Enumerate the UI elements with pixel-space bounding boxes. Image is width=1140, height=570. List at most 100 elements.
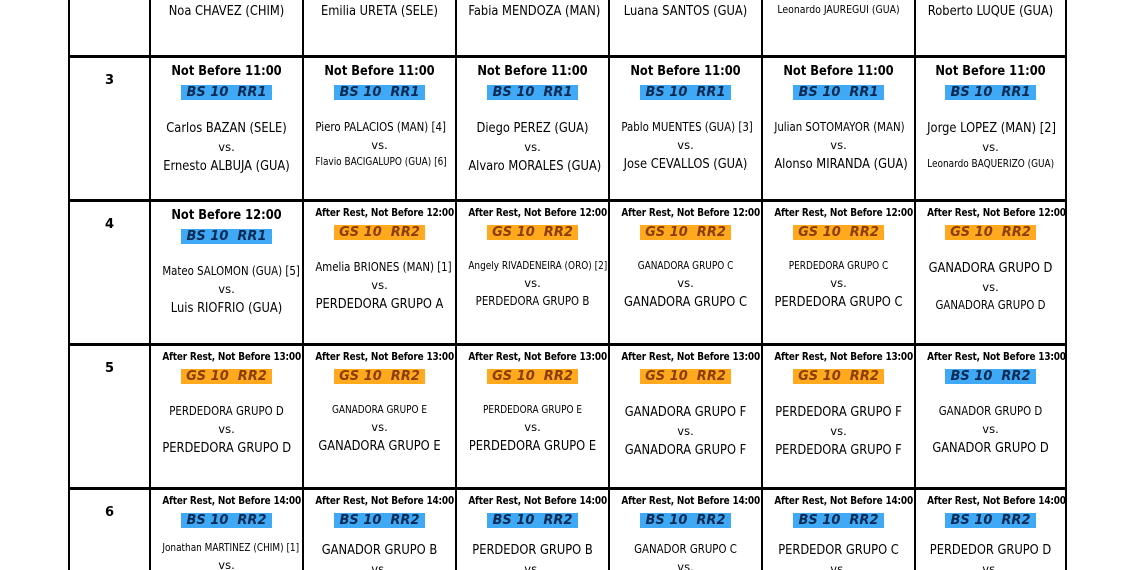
header-player-name: Emilia URETA (SELE) <box>320 3 439 19</box>
vs-label: vs. <box>371 138 388 152</box>
event-code-badge: BS 10 RR2 <box>640 513 731 528</box>
match-cell: Not Before 11:00 BS 10 RR1 Jorge LOPEZ (MA… <box>914 58 1067 202</box>
match-cell: After Rest, Not Before 13:00 GS 10 RR2 GAN… <box>302 346 455 490</box>
match-cell: After Rest, Not Before 14:00 BS 10 RR2 GAN… <box>608 490 761 570</box>
match-time: After Rest, Not Before 13:00 <box>315 351 455 363</box>
event-code-badge: GS 10 RR2 <box>181 369 272 384</box>
player2-name: Leonardo BAQUERIZO (GUA) <box>927 158 1055 170</box>
player2-name: Ernesto ALBUJA (GUA) <box>163 158 290 174</box>
schedule-row: 3 Not Before 11:00 BS 10 RR1 Carlos BAZAN (… <box>68 58 1067 202</box>
event-code-row: BS 10 RR2 <box>304 509 455 528</box>
vs-label: vs. <box>982 422 999 436</box>
player1-name: Angely RIVADENEIRA (ORO) [2] <box>468 260 608 272</box>
vs-label: vs. <box>677 424 694 438</box>
event-code-badge: GS 10 RR2 <box>640 369 731 384</box>
event-code-row: BS 10 RR2 <box>457 509 608 528</box>
player2-name: Luis RIOFRIO (GUA) <box>170 300 283 316</box>
event-code-row: BS 10 RR1 <box>610 81 761 100</box>
schedule-row: 6 After Rest, Not Before 14:00 BS 10 RR2 Jo… <box>68 490 1067 570</box>
match-time: After Rest, Not Before 14:00 <box>315 495 455 507</box>
vs-label: vs. <box>677 138 694 152</box>
event-code-badge: BS 10 RR2 <box>181 513 272 528</box>
match-time: Not Before 11:00 <box>783 63 894 79</box>
match-cell-content: After Rest, Not Before 14:00 BS 10 RR2 Jon… <box>151 490 302 570</box>
match-cell-content: After Rest, Not Before 13:00 GS 10 RR2 GAN… <box>304 346 455 454</box>
player1-name: PERDEDORA GRUPO D <box>169 404 284 418</box>
match-cell-content: After Rest, Not Before 12:00 GS 10 RR2 Ame… <box>304 202 455 312</box>
vs-label: vs. <box>218 422 235 436</box>
match-cell: Not Before 11:00 BS 10 RR1 Julian SOTOMAYO… <box>761 58 914 202</box>
player1-name: PERDEDORA GRUPO F <box>775 404 902 420</box>
match-cell: After Rest, Not Before 13:00 GS 10 RR2 PER… <box>149 346 302 490</box>
match-cell-content: Not Before 11:00 BS 10 RR1 Pablo MUENTES (… <box>610 58 761 172</box>
match-time: Not Before 11:00 <box>477 63 588 79</box>
event-code-badge: BS 10 RR2 <box>487 513 578 528</box>
match-cell-content: After Rest, Not Before 13:00 BS 10 RR2 GAN… <box>916 346 1065 456</box>
player2-name: PERDEDORA GRUPO F <box>775 442 902 458</box>
match-cell-content: After Rest, Not Before 12:00 GS 10 RR2 GAN… <box>916 202 1065 312</box>
player2-name: PERDEDORA GRUPO D <box>162 440 292 456</box>
order-of-play-table: Noa CHAVEZ (CHIM) Emilia URETA (SELE) Fabi… <box>68 0 1067 570</box>
match-time: Not Before 12:00 <box>171 207 282 223</box>
event-code-row: GS 10 RR2 <box>304 365 455 384</box>
event-code-row: BS 10 RR1 <box>457 81 608 100</box>
header-player-name: Leonardo JAUREGUI (GUA) <box>777 3 900 16</box>
match-time: After Rest, Not Before 13:00 <box>162 351 302 363</box>
player1-name: GANADORA GRUPO E <box>331 404 428 416</box>
player2-name: Alonso MIRANDA (GUA) <box>774 156 908 172</box>
match-cell: After Rest, Not Before 14:00 BS 10 RR2 PER… <box>455 490 608 570</box>
round-number-cell: 6 <box>68 490 149 570</box>
match-cell-content: Not Before 11:00 BS 10 RR1 Julian SOTOMAYO… <box>763 58 914 172</box>
match-cell: After Rest, Not Before 12:00 GS 10 RR2 Ang… <box>455 202 608 346</box>
player-header-row: Noa CHAVEZ (CHIM) Emilia URETA (SELE) Fabi… <box>68 0 1067 58</box>
round-number-cell: 4 <box>68 202 149 346</box>
player1-name: Julian SOTOMAYOR (MAN) <box>774 120 905 134</box>
header-player-cell: Emilia URETA (SELE) <box>302 0 455 58</box>
event-code-badge: BS 10 RR1 <box>181 229 272 244</box>
vs-label: vs. <box>524 562 541 570</box>
match-cell-content: After Rest, Not Before 12:00 GS 10 RR2 GAN… <box>610 202 761 310</box>
vs-label: vs. <box>982 562 999 570</box>
match-cell: After Rest, Not Before 12:00 GS 10 RR2 PER… <box>761 202 914 346</box>
event-code-badge: BS 10 RR1 <box>181 85 272 100</box>
vs-label: vs. <box>371 278 388 292</box>
vs-label: vs. <box>218 558 235 570</box>
player2-name: Alvaro MORALES (GUA) <box>468 158 602 174</box>
player2-name: GANADORA GRUPO E <box>318 438 441 454</box>
match-cell-content: After Rest, Not Before 14:00 BS 10 RR2 PER… <box>763 490 914 570</box>
match-time: After Rest, Not Before 13:00 <box>774 351 914 363</box>
vs-label: vs. <box>830 562 847 570</box>
vs-label: vs. <box>830 138 847 152</box>
event-code-badge: GS 10 RR2 <box>640 225 731 240</box>
match-cell-content: After Rest, Not Before 14:00 BS 10 RR2 PER… <box>916 490 1065 570</box>
match-cell: Not Before 11:00 BS 10 RR1 Carlos BAZAN (S… <box>149 58 302 202</box>
match-cell-content: Not Before 12:00 BS 10 RR1 Mateo SALOMON (… <box>151 202 302 316</box>
match-cell: After Rest, Not Before 13:00 BS 10 RR2 GAN… <box>914 346 1067 490</box>
match-cell: Not Before 11:00 BS 10 RR1 Diego PEREZ (GU… <box>455 58 608 202</box>
match-cell-content: After Rest, Not Before 14:00 BS 10 RR2 PER… <box>457 490 608 570</box>
player1-name: Jonathan MARTINEZ (CHIM) [1] <box>162 542 300 554</box>
player1-name: GANADOR GRUPO C <box>634 542 737 556</box>
vs-label: vs. <box>524 276 541 290</box>
match-time: After Rest, Not Before 13:00 <box>927 351 1066 363</box>
header-player-cell: Roberto LUQUE (GUA) <box>914 0 1067 58</box>
event-code-row: BS 10 RR2 <box>916 509 1065 528</box>
header-player-cell: Noa CHAVEZ (CHIM) <box>149 0 302 58</box>
event-code-row: BS 10 RR2 <box>151 509 302 528</box>
match-cell-content: After Rest, Not Before 13:00 GS 10 RR2 PER… <box>151 346 302 456</box>
player1-name: PERDEDOR GRUPO D <box>929 542 1052 558</box>
vs-label: vs. <box>982 280 999 294</box>
event-code-row: BS 10 RR1 <box>916 81 1065 100</box>
match-time: After Rest, Not Before 14:00 <box>774 495 914 507</box>
match-cell: After Rest, Not Before 13:00 GS 10 RR2 PER… <box>455 346 608 490</box>
event-code-row: GS 10 RR2 <box>151 365 302 384</box>
match-cell-content: Not Before 11:00 BS 10 RR1 Piero PALACIOS … <box>304 58 455 168</box>
match-cell: After Rest, Not Before 12:00 GS 10 RR2 GAN… <box>608 202 761 346</box>
vs-label: vs. <box>830 424 847 438</box>
player1-name: Diego PEREZ (GUA) <box>476 120 589 136</box>
vs-label: vs. <box>830 276 847 290</box>
match-cell: After Rest, Not Before 14:00 BS 10 RR2 PER… <box>914 490 1067 570</box>
player2-name: GANADORA GRUPO F <box>624 442 747 458</box>
player2-name: GANADOR GRUPO D <box>932 440 1049 456</box>
